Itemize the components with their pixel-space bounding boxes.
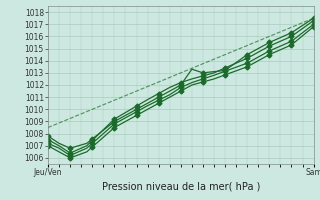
- X-axis label: Pression niveau de la mer( hPa ): Pression niveau de la mer( hPa ): [102, 181, 260, 191]
